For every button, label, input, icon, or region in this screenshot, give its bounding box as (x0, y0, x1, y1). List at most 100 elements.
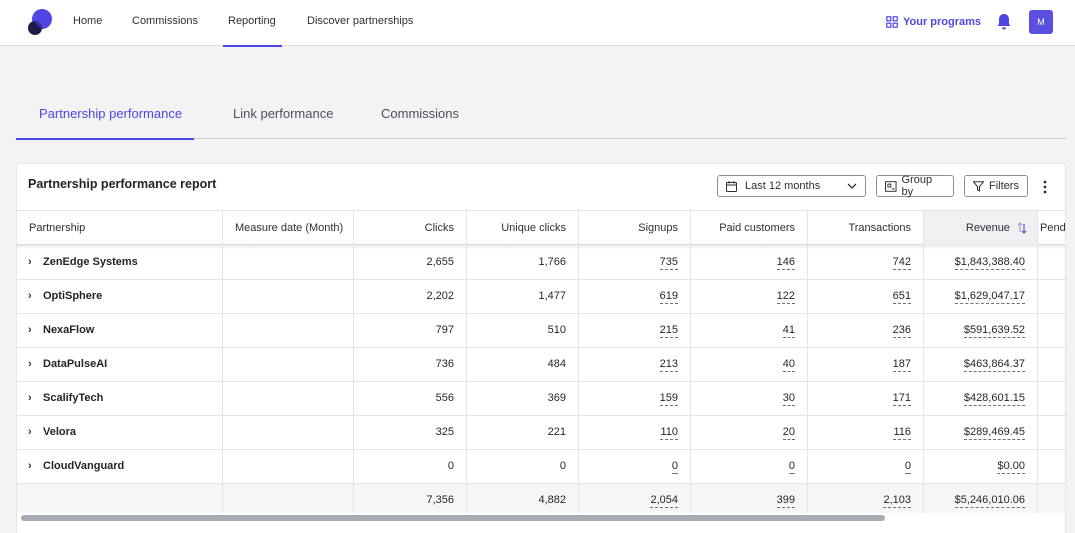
column-header-unique-clicks[interactable]: Unique clicks (467, 211, 579, 245)
value-paid[interactable]: 0 (788, 460, 795, 474)
value-revenue[interactable]: $5,246,010.06 (954, 494, 1025, 508)
cell-paid[interactable]: 40 (691, 348, 808, 381)
table-row[interactable]: › ScalifyTech 556 369 159 30 171 $428,601.15 (17, 382, 1065, 416)
expand-chevron-icon[interactable]: › (28, 392, 32, 404)
table-row[interactable]: › NexaFlow 797 510 215 41 236 $591,639.52 (17, 314, 1065, 348)
app-logo-icon[interactable] (27, 8, 53, 36)
expand-chevron-icon[interactable]: › (28, 460, 32, 472)
column-header-paid-customers[interactable]: Paid customers (691, 211, 808, 245)
cell-paid[interactable]: 20 (691, 416, 808, 449)
cell-revenue[interactable]: $1,629,047.17 (924, 280, 1038, 313)
date-range-select[interactable]: Last 12 months (717, 175, 866, 197)
value-transactions[interactable]: 0 (904, 460, 911, 474)
cell-name[interactable]: › NexaFlow (17, 314, 223, 347)
cell-signups[interactable]: 159 (579, 382, 691, 415)
cell-signups[interactable]: 110 (579, 416, 691, 449)
value-signups[interactable]: 213 (659, 358, 678, 372)
value-signups[interactable]: 735 (659, 256, 678, 270)
cell-paid[interactable]: 146 (691, 246, 808, 279)
value-paid[interactable]: 20 (782, 426, 795, 440)
cell-signups[interactable]: 0 (579, 450, 691, 483)
value-paid[interactable]: 146 (776, 256, 795, 270)
cell-revenue[interactable]: $591,639.52 (924, 314, 1038, 347)
value-signups[interactable]: 0 (671, 460, 678, 474)
value-signups[interactable]: 159 (659, 392, 678, 406)
your-programs-button[interactable]: Your programs (886, 14, 981, 30)
table-row[interactable]: › CloudVanguard 0 0 0 0 0 $0.00 (17, 450, 1065, 484)
cell-transactions[interactable]: 171 (808, 382, 924, 415)
nav-commissions[interactable]: Commissions (132, 15, 199, 27)
value-transactions[interactable]: 2,103 (883, 494, 911, 508)
value-revenue[interactable]: $1,843,388.40 (954, 256, 1025, 270)
value-revenue[interactable]: $0.00 (997, 460, 1025, 474)
cell-revenue[interactable]: $0.00 (924, 450, 1038, 483)
column-header-signups[interactable]: Signups (579, 211, 691, 245)
column-header-transactions[interactable]: Transactions (808, 211, 924, 245)
table-row[interactable]: › Velora 325 221 110 20 116 $289,469.45 (17, 416, 1065, 450)
cell-transactions[interactable]: 116 (808, 416, 924, 449)
value-signups[interactable]: 2,054 (650, 494, 678, 508)
cell-signups[interactable]: 619 (579, 280, 691, 313)
cell-signups[interactable]: 2,054 (579, 484, 691, 517)
expand-chevron-icon[interactable]: › (28, 358, 32, 370)
cell-paid[interactable]: 41 (691, 314, 808, 347)
cell-transactions[interactable]: 0 (808, 450, 924, 483)
value-transactions[interactable]: 187 (892, 358, 911, 372)
cell-revenue[interactable]: $1,843,388.40 (924, 246, 1038, 279)
cell-revenue[interactable]: $463,864.37 (924, 348, 1038, 381)
table-row[interactable]: › OptiSphere 2,202 1,477 619 122 651 $1,629,047… (17, 280, 1065, 314)
column-header-partnership[interactable]: Partnership (17, 211, 223, 245)
value-transactions[interactable]: 742 (892, 256, 911, 270)
table-row[interactable]: › ZenEdge Systems 2,655 1,766 735 146 742 $1,84… (17, 246, 1065, 280)
expand-chevron-icon[interactable]: › (28, 290, 32, 302)
nav-reporting[interactable]: Reporting (223, 0, 282, 47)
value-paid[interactable]: 399 (776, 494, 795, 508)
cell-name[interactable]: › OptiSphere (17, 280, 223, 313)
cell-name[interactable]: › CloudVanguard (17, 450, 223, 483)
nav-home[interactable]: Home (73, 15, 103, 27)
cell-signups[interactable]: 735 (579, 246, 691, 279)
cell-paid[interactable]: 399 (691, 484, 808, 517)
tab-commissions[interactable]: Commissions (381, 106, 460, 121)
value-revenue[interactable]: $1,629,047.17 (954, 290, 1025, 304)
value-transactions[interactable]: 236 (892, 324, 911, 338)
value-signups[interactable]: 110 (660, 426, 678, 440)
cell-revenue[interactable]: $5,246,010.06 (924, 484, 1038, 517)
value-revenue[interactable]: $463,864.37 (963, 358, 1025, 372)
value-paid[interactable]: 30 (782, 392, 795, 406)
cell-transactions[interactable]: 187 (808, 348, 924, 381)
filters-button[interactable]: Filters (964, 175, 1028, 197)
column-header-measure-date[interactable]: Measure date (Month) (223, 211, 354, 245)
value-signups[interactable]: 619 (659, 290, 678, 304)
table-row[interactable]: › DataPulseAI 736 484 213 40 187 $463,864.37 (17, 348, 1065, 382)
value-paid[interactable]: 41 (782, 324, 795, 338)
nav-discover-partnerships[interactable]: Discover partnerships (307, 15, 414, 27)
cell-name[interactable]: › ZenEdge Systems (17, 246, 223, 279)
cell-revenue[interactable]: $289,469.45 (924, 416, 1038, 449)
expand-chevron-icon[interactable]: › (28, 256, 32, 268)
bell-icon[interactable] (996, 13, 1012, 31)
cell-transactions[interactable]: 2,103 (808, 484, 924, 517)
tab-partnership-performance[interactable]: Partnership performance (15, 96, 195, 140)
value-transactions[interactable]: 116 (893, 426, 911, 440)
cell-paid[interactable]: 30 (691, 382, 808, 415)
cell-name[interactable]: › Velora (17, 416, 223, 449)
avatar[interactable]: M (1029, 10, 1053, 34)
horizontal-scrollbar-thumb[interactable] (21, 515, 885, 521)
expand-chevron-icon[interactable]: › (28, 426, 32, 438)
cell-paid[interactable]: 122 (691, 280, 808, 313)
tab-link-performance[interactable]: Link performance (233, 106, 334, 121)
cell-transactions[interactable]: 236 (808, 314, 924, 347)
value-transactions[interactable]: 651 (892, 290, 911, 304)
cell-name[interactable]: › ScalifyTech (17, 382, 223, 415)
cell-transactions[interactable]: 742 (808, 246, 924, 279)
value-paid[interactable]: 122 (776, 290, 795, 304)
value-revenue[interactable]: $289,469.45 (963, 426, 1025, 440)
cell-name[interactable]: › DataPulseAI (17, 348, 223, 381)
column-header-revenue[interactable]: Revenue (924, 211, 1038, 245)
value-revenue[interactable]: $428,601.15 (963, 392, 1025, 406)
more-options-icon[interactable] (1037, 177, 1053, 197)
cell-signups[interactable]: 215 (579, 314, 691, 347)
expand-chevron-icon[interactable]: › (28, 324, 32, 336)
cell-revenue[interactable]: $428,601.15 (924, 382, 1038, 415)
